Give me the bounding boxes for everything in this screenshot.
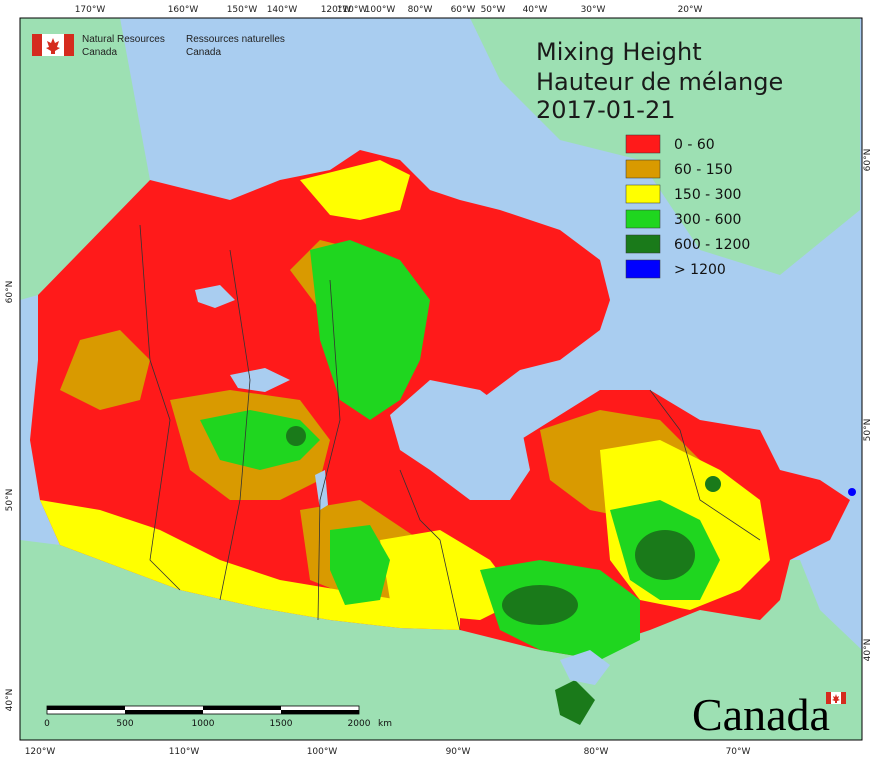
great-bear-lake	[195, 285, 235, 308]
legend-swatch	[625, 159, 661, 179]
map-title-fr: Hauteur de mélange	[536, 68, 783, 96]
legend-swatch	[625, 134, 661, 154]
legend-swatch	[625, 184, 661, 204]
canada-wordmark-text: Canada	[692, 689, 830, 740]
legend-swatch	[625, 209, 661, 229]
bottom-tick-label: 80°W	[584, 747, 609, 757]
top-tick-label: 20°W	[678, 5, 703, 15]
map-title-en: Mixing Height	[536, 38, 702, 66]
wordmark-flag-icon	[826, 692, 846, 704]
legend-label: 600 - 1200	[674, 237, 750, 253]
top-tick-label: 30°W	[581, 5, 606, 15]
agency-name-en-line1: Natural Resources	[82, 34, 165, 45]
left-axis-ticks: 60°N 50°N 40°N	[5, 281, 15, 712]
zone-150-300-arctic	[300, 160, 410, 220]
top-tick-label: 60°W	[451, 5, 476, 15]
great-lakes	[560, 650, 610, 685]
top-tick-label: 80°W	[408, 5, 433, 15]
top-tick-label: 100°W	[365, 5, 396, 15]
hudson-bay	[390, 380, 530, 500]
zone-150-300-ontario	[380, 530, 520, 620]
agency-name-en-line2: Canada	[82, 47, 117, 58]
left-tick-label: 50°N	[5, 489, 15, 512]
right-tick-label: 40°N	[863, 639, 873, 662]
land-greenland	[470, 18, 860, 275]
top-tick-label: 50°W	[481, 5, 506, 15]
legend: 0 - 60 60 - 150 150 - 300 300 - 600 600 …	[625, 134, 750, 279]
bottom-axis-ticks: 120°W 110°W 100°W 90°W 80°W 70°W	[25, 747, 751, 757]
zone-over-1200-atlantic	[848, 488, 856, 496]
agency-name-fr-line2: Canada	[186, 47, 221, 58]
zone-60-150-west	[60, 330, 150, 410]
bottom-tick-label: 90°W	[446, 747, 471, 757]
scale-label: 0	[44, 719, 50, 729]
top-tick-label: 40°W	[523, 5, 548, 15]
canada-flag-icon	[32, 34, 74, 56]
top-tick-label: 110°W	[337, 5, 368, 15]
top-tick-label: 120°W	[321, 5, 352, 15]
map-date: 2017-01-21	[536, 96, 675, 124]
zone-600-1200-quebec	[635, 530, 695, 580]
legend-label: 150 - 300	[674, 187, 741, 203]
scale-label: 1000	[192, 719, 215, 729]
scale-label: 2000	[348, 719, 371, 729]
zone-600-1200-labrador	[705, 476, 721, 492]
zone-300-600-prairie	[200, 410, 320, 470]
zone-600-1200-ontario	[502, 585, 578, 625]
top-tick-label: 160°W	[168, 5, 199, 15]
left-tick-label: 60°N	[5, 281, 15, 304]
legend-label: 60 - 150	[674, 162, 733, 178]
top-tick-label: 150°W	[227, 5, 258, 15]
scale-label: 1500	[270, 719, 293, 729]
top-axis-ticks: 170°W 160°W 150°W 140°W 120°W 110°W 100°…	[75, 5, 703, 15]
legend-label: 300 - 600	[674, 212, 741, 228]
provincial-boundaries	[139, 224, 761, 631]
zone-300-600-nunavut	[310, 240, 430, 420]
legend-swatch	[625, 234, 661, 254]
scale-unit: km	[378, 719, 392, 729]
bottom-tick-label: 70°W	[726, 747, 751, 757]
right-tick-label: 60°N	[863, 149, 873, 172]
scale-bar: 0 500 1000 1500 2000 km	[44, 705, 392, 729]
bottom-tick-label: 100°W	[307, 747, 338, 757]
land-usa	[20, 540, 862, 740]
right-tick-label: 50°N	[863, 419, 873, 442]
map-frame	[19, 17, 863, 741]
legend-label: 0 - 60	[674, 137, 715, 153]
scale-label: 500	[116, 719, 133, 729]
land-alaska	[20, 18, 150, 300]
legend-swatch	[625, 259, 661, 279]
canada-wordmark: Canada	[692, 689, 846, 740]
agency-name-fr-line1: Ressources naturelles	[186, 34, 285, 45]
agency-header: Natural Resources Canada Ressources natu…	[32, 34, 285, 58]
great-slave-lake	[230, 368, 290, 392]
top-tick-label: 140°W	[267, 5, 298, 15]
bottom-tick-label: 110°W	[169, 747, 200, 757]
bottom-tick-label: 120°W	[25, 747, 56, 757]
zone-300-600-bc	[330, 525, 390, 605]
top-tick-label: 170°W	[75, 5, 106, 15]
right-axis-ticks: 60°N 50°N 40°N	[863, 149, 873, 662]
zone-600-1200-prairie	[286, 426, 306, 446]
zone-600-1200-southern-ontario	[555, 680, 595, 725]
left-tick-label: 40°N	[5, 689, 15, 712]
legend-label: > 1200	[674, 262, 726, 278]
